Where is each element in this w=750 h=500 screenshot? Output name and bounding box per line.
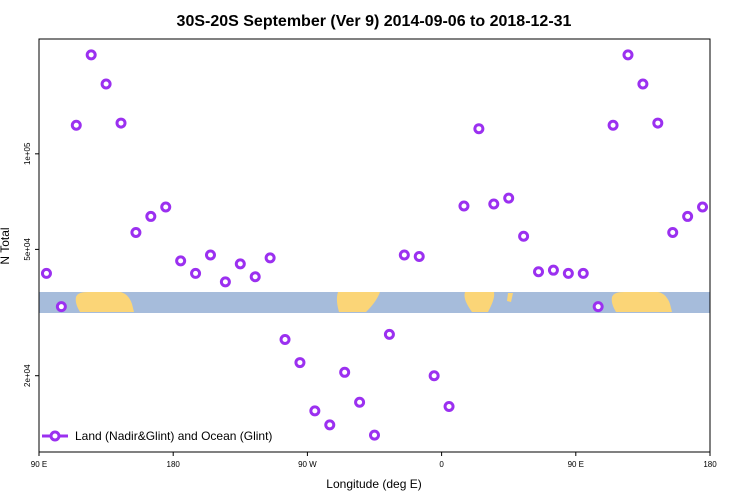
data-point: [383, 328, 395, 340]
x-axis-title: Longitude (deg E): [326, 477, 421, 491]
data-point: [145, 210, 157, 222]
data-point: [473, 123, 485, 135]
land-madagascar: [507, 293, 513, 302]
data-point: [488, 198, 500, 210]
data-point: [160, 201, 172, 213]
y-axis-title: N Total: [0, 227, 12, 264]
data-point: [85, 49, 97, 61]
data-point: [622, 49, 634, 61]
land-australia-repeat: [611, 292, 672, 312]
legend-marker: [49, 430, 61, 442]
land-africa: [336, 292, 380, 312]
data-point: [637, 78, 649, 90]
data-point: [309, 405, 321, 417]
x-tick-label: 90 E: [568, 460, 584, 469]
data-point: [204, 249, 216, 261]
data-point: [458, 200, 470, 212]
data-point: [190, 267, 202, 279]
x-tick-label: 90 E: [31, 460, 47, 469]
y-tick-label: 5e+04: [23, 238, 32, 261]
y-tick-label: 2e+04: [23, 364, 32, 387]
data-point: [592, 301, 604, 313]
data-point: [443, 400, 455, 412]
data-point: [175, 255, 187, 267]
land-south-america: [464, 292, 495, 312]
data-point: [249, 271, 261, 283]
data-point: [100, 78, 112, 90]
data-point: [219, 276, 231, 288]
data-point: [697, 201, 709, 213]
ocean-band: [39, 292, 710, 313]
data-point: [428, 370, 440, 382]
x-axis: 90 E 180 90 W 0 90 E 180: [31, 452, 717, 469]
data-point: [294, 357, 306, 369]
data-point: [503, 192, 515, 204]
x-tick-label: 0: [439, 460, 444, 469]
data-point: [234, 258, 246, 270]
data-point: [115, 117, 127, 129]
data-point: [354, 396, 366, 408]
x-tick-label: 180: [167, 460, 181, 469]
data-point: [667, 227, 679, 239]
x-tick-label: 90 W: [298, 460, 317, 469]
data-point: [652, 117, 664, 129]
data-point: [533, 266, 545, 278]
x-tick-label: 180: [703, 460, 717, 469]
world-map-band: [39, 292, 710, 313]
chart-title: 30S-20S September (Ver 9) 2014-09-06 to …: [177, 13, 572, 30]
data-point: [398, 249, 410, 261]
legend-label: Land (Nadir&Glint) and Ocean (Glint): [75, 429, 272, 443]
legend: Land (Nadir&Glint) and Ocean (Glint): [42, 429, 272, 443]
data-point: [607, 119, 619, 131]
data-point: [40, 267, 52, 279]
data-point: [339, 366, 351, 378]
data-point: [562, 267, 574, 279]
data-point: [70, 119, 82, 131]
data-point: [130, 227, 142, 239]
data-point: [413, 250, 425, 262]
data-point: [264, 252, 276, 264]
data-point: [682, 210, 694, 222]
data-points: [40, 49, 709, 441]
data-point: [324, 419, 336, 431]
y-tick-label: 1e+05: [23, 142, 32, 165]
land-australia: [75, 292, 134, 312]
plot-frame: [38, 38, 711, 453]
data-point: [547, 264, 559, 276]
data-point: [369, 429, 380, 441]
data-point: [577, 267, 589, 279]
data-point: [279, 334, 291, 346]
data-point: [55, 301, 67, 313]
data-point: [518, 230, 530, 242]
y-axis: 2e+04 5e+04 1e+05: [23, 142, 39, 387]
